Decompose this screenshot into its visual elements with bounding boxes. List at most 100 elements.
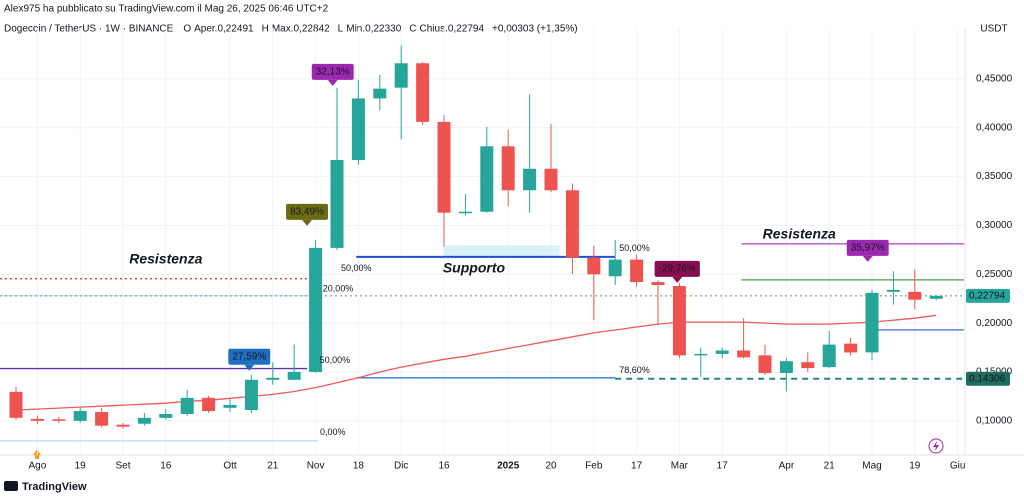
price-tag-label: 0,14306	[969, 373, 1006, 384]
badge-box	[228, 348, 271, 365]
candle-body	[758, 355, 772, 373]
x-tick-label: 16	[438, 461, 450, 472]
logo	[4, 481, 18, 491]
x-tick-label: Dic	[394, 461, 408, 472]
price-tag-label: 0,22794	[969, 290, 1006, 301]
badge-box	[286, 203, 329, 220]
candle-body	[844, 343, 858, 353]
y-tick-label: 0,35000	[976, 171, 1013, 182]
price-tag	[966, 371, 1010, 386]
legend-text: L	[338, 24, 344, 35]
badge: 83,49%	[286, 203, 329, 226]
badge-label: 32,13%	[316, 67, 350, 78]
x-tick-label: 21	[824, 461, 836, 472]
legend-text: Min.0,22330	[346, 24, 401, 35]
candle-body	[9, 391, 23, 418]
badge-arrow	[327, 79, 338, 86]
candle-body	[159, 413, 173, 418]
candle-body	[458, 211, 472, 214]
badge: 27,59%	[228, 348, 271, 371]
x-tick-label: Giu	[950, 461, 966, 472]
y-tick-label: 0,40000	[976, 122, 1013, 133]
x-tick-label: Ago	[29, 461, 47, 472]
candle-body	[865, 292, 879, 353]
x-tick-label: Mar	[671, 461, 689, 472]
x-tick-label: 18	[353, 461, 365, 472]
badge: 32,13%	[311, 63, 354, 86]
candle-body	[180, 397, 194, 414]
x-tick-label: Nov	[307, 461, 325, 472]
badge-label: -29,76%	[659, 264, 696, 275]
candle-body	[929, 295, 943, 299]
legend-text: Aper.0,22491	[194, 24, 254, 35]
x-tick-label: Ott	[223, 461, 237, 472]
candle-body	[373, 88, 387, 99]
y-tick-label: 0,10000	[976, 415, 1013, 426]
zone	[444, 245, 560, 257]
candle-body	[30, 418, 44, 421]
moving-average	[15, 314, 937, 411]
legend-text: Chius.0,22794	[420, 24, 485, 35]
candle-body	[501, 146, 515, 191]
candle-body	[437, 121, 451, 213]
badge-label: 27,59%	[232, 351, 266, 362]
annotation: Resistenza	[129, 251, 202, 267]
candle-body	[330, 159, 344, 248]
candle-body	[266, 377, 280, 380]
candle-body	[480, 146, 494, 212]
candle-body	[95, 412, 109, 426]
price-tag	[966, 288, 1010, 303]
legend-text: H	[262, 24, 269, 35]
x-tick-label: Set	[115, 461, 130, 472]
candle-body	[116, 424, 130, 427]
badge-label: 83,49%	[290, 206, 324, 217]
candle-body	[351, 98, 365, 160]
annotation: 0,00%	[320, 427, 346, 437]
annotation: 50,00%	[320, 355, 351, 365]
x-tick-label: Feb	[585, 461, 603, 472]
badge-arrow	[244, 364, 255, 371]
candle-body	[416, 63, 430, 122]
legend-text: +0,00303 (+1,35%)	[492, 24, 578, 35]
candle-body	[309, 247, 323, 372]
candle-body	[779, 361, 793, 373]
candle-body	[202, 397, 216, 412]
legend-text: Dogecoin / TetherUS · 1W · BINANCE	[4, 24, 174, 35]
candle-body	[523, 168, 537, 191]
annotation: 78,60%	[619, 365, 650, 375]
footer: TradingView	[22, 481, 87, 493]
candle-body	[587, 257, 601, 275]
annotation: 50,00%	[341, 263, 372, 273]
badge-label: 35,97%	[851, 243, 885, 254]
badge-box	[654, 260, 700, 277]
legend-text: C	[409, 24, 416, 35]
candle-body	[651, 282, 665, 286]
candle-body	[244, 379, 258, 411]
publisher: Alex975 ha pubblicato su TradingView.com…	[4, 4, 329, 15]
candle-body	[287, 371, 301, 380]
x-tick-label: 19	[909, 461, 921, 472]
annotation: 50,00%	[619, 243, 650, 253]
legend-text: Max.0,22842	[272, 24, 330, 35]
y-tick-label: 0,45000	[976, 74, 1013, 85]
x-tick-label: 17	[717, 461, 729, 472]
badge-box	[846, 239, 889, 256]
y-tick-label: 0,30000	[976, 220, 1013, 231]
legend: Dogecoin / TetherUS · 1W · BINANCE O Aper.…	[4, 24, 578, 35]
candle-body	[630, 259, 644, 283]
x-tick-label: Apr	[779, 461, 795, 472]
x-tick-label: 17	[631, 461, 643, 472]
annotation: Supporto	[443, 260, 506, 276]
candle-body	[801, 362, 815, 369]
annotation: Resistenza	[763, 226, 836, 242]
y-tick-label: 0,20000	[976, 318, 1013, 329]
badge-box	[311, 63, 354, 80]
badge: -29,76%	[654, 260, 700, 283]
unit: USDT	[980, 24, 1007, 35]
candle-body	[672, 285, 686, 356]
candle-body	[565, 190, 579, 258]
candle-body	[137, 417, 151, 424]
x-tick-label: 20	[545, 461, 557, 472]
badge-arrow	[672, 276, 683, 283]
